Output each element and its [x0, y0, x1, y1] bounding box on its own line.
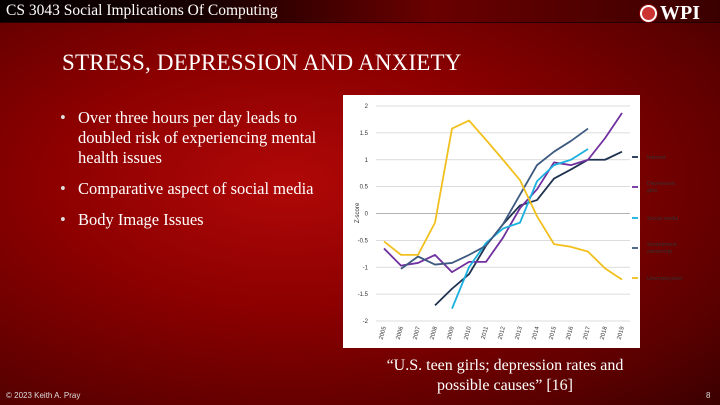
x-tick-label: 2011	[481, 325, 490, 340]
y-tick-label: 1	[365, 158, 369, 164]
x-tick-label: 2014	[532, 325, 541, 340]
y-tick-label: 2	[365, 104, 369, 110]
y-tick-label: -2	[363, 319, 369, 325]
legend-label-line: ownership	[647, 249, 672, 255]
x-tick-label: 2009	[447, 325, 456, 340]
bullet-text: Over three hours per day leads to double…	[78, 108, 317, 167]
y-tick-label: 1.5	[360, 131, 369, 137]
bullet-item: • Body Image Issues	[60, 210, 204, 229]
x-tick-label: 2007	[413, 325, 422, 340]
legend-label: Internet	[647, 155, 666, 161]
x-tick-label: 2016	[566, 325, 575, 340]
series-line	[451, 148, 589, 309]
bullet-list: • Over three hours per day leads to doubl…	[58, 108, 348, 241]
bullet-item: • Over three hours per day leads to doubl…	[60, 108, 317, 167]
legend-label-line: Depression,	[647, 181, 677, 187]
y-tick-label: -1	[363, 265, 369, 271]
y-axis-label: Z-score	[355, 202, 361, 223]
legend-label: Depression, girls	[647, 181, 677, 194]
x-tick-label: 2019	[617, 325, 626, 340]
bullet-text: Body Image Issues	[78, 210, 204, 229]
x-tick-label: 2008	[430, 325, 439, 340]
x-tick-label: 2017	[583, 325, 592, 340]
slide-title: STRESS, DEPRESSION AND ANXIETY	[62, 50, 462, 75]
x-tick-label: 2006	[396, 325, 405, 340]
legend-label: Smartphone ownership	[647, 242, 677, 255]
course-title: CS 3043 Social Implications Of Computing	[6, 2, 278, 19]
chart: 2 1.5 1 0.5 0 -0.5 -1 -1.5 -2 2005 2006 2007 2008 200…	[343, 95, 684, 348]
chart-svg: 2 1.5 1 0.5 0 -0.5 -1 -1.5 -2 2005 2006 2007 2008 200…	[355, 104, 684, 340]
bullet-item: • Comparative aspect of social media	[60, 179, 314, 198]
bullet-text: Comparative aspect of social media	[78, 179, 314, 198]
series-line	[383, 112, 623, 273]
header-bar: CS 3043 Social Implications Of Computing…	[0, 0, 720, 25]
series-line	[383, 119, 623, 281]
x-tick-label: 2012	[498, 325, 507, 340]
x-tick-label: 2015	[549, 325, 558, 340]
x-tick-label: 2018	[600, 325, 609, 340]
chart-caption: “U.S. teen girls; depression rates and p…	[386, 357, 624, 394]
legend-label-line: Smartphone	[647, 242, 677, 248]
seal-icon	[640, 5, 657, 22]
legend-label: Unemployment	[647, 276, 683, 282]
y-tick-label: 0.5	[360, 185, 369, 191]
y-tick-label: 0	[365, 212, 369, 218]
x-tick-label: 2005	[379, 325, 388, 340]
copyright: © 2023 Keith A. Pray	[6, 391, 81, 400]
page-number: 8	[706, 391, 711, 400]
x-tick-label: 2010	[464, 325, 473, 340]
wpi-logo: WPI	[640, 2, 700, 25]
y-tick-label: -1.5	[358, 292, 369, 298]
legend-label-line: girls	[647, 188, 657, 194]
logo-text: WPI	[660, 2, 700, 24]
legend-label: Social media	[647, 216, 679, 222]
y-tick-label: -0.5	[358, 238, 369, 244]
series-line	[400, 127, 589, 270]
x-tick-label: 2013	[515, 325, 524, 340]
